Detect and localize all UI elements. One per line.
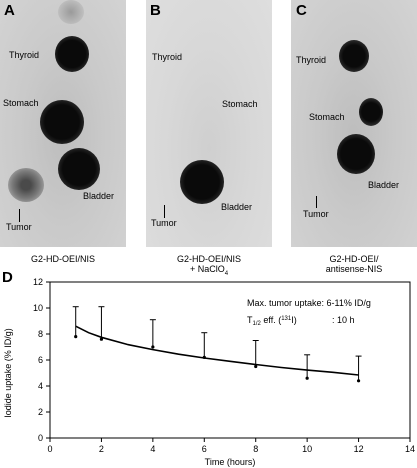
caption-b: G2-HD-OEI/NIS + NaClO4 (146, 254, 272, 277)
tumor-hotspot (8, 168, 44, 202)
x-tick-label: 10 (302, 444, 312, 454)
tumor-label: Tumor (6, 222, 32, 232)
caption-b-line2: + NaClO4 (189, 264, 229, 277)
isotope-superscript: 131 (281, 316, 292, 322)
data-point (74, 335, 78, 339)
data-point (356, 379, 361, 383)
bladder-hotspot (180, 160, 224, 204)
scan-panel-c (291, 0, 417, 247)
bladder-label: Bladder (221, 202, 253, 212)
annotation-max-uptake: Max. tumor uptake: 6-11% ID/g (247, 298, 371, 308)
y-axis-label: Iodide uptake (% ID/g) (3, 328, 13, 418)
y-tick-label: 8 (38, 329, 43, 339)
x-tick-label: 8 (253, 444, 258, 454)
thyroid-hotspot (339, 40, 369, 72)
panel-letter-a: A (4, 2, 15, 19)
y-tick-label: 4 (38, 381, 43, 391)
eff-text: eff. ( (261, 315, 281, 325)
data-point (254, 364, 258, 369)
scan-panel-a (0, 0, 126, 247)
chart-ticks: 0 2 4 6 8 10 12 14 0 2 4 6 8 10 12 (33, 277, 415, 454)
data-point (151, 345, 155, 349)
thyroid-label: Thyroid (296, 55, 327, 65)
y-tick-label: 10 (33, 303, 43, 313)
x-tick-label: 12 (354, 444, 364, 454)
x-tick-label: 6 (202, 444, 207, 454)
error-bars (72, 306, 362, 383)
bladder-label: Bladder (83, 191, 115, 201)
thyroid-hotspot (55, 36, 89, 72)
thyroid-label: Thyroid (9, 50, 40, 60)
data-point (99, 337, 104, 341)
tumor-pointer (316, 196, 317, 208)
caption-b-line1: G2-HD-OEI/NIS (176, 254, 241, 264)
stomach-label: Stomach (222, 99, 258, 109)
t-symbol: T (247, 315, 253, 325)
tumor-label: Tumor (151, 218, 177, 228)
x-tick-label: 4 (150, 444, 155, 454)
y-tick-label: 6 (38, 355, 43, 365)
x-tick-label: 0 (47, 444, 52, 454)
fit-curve (75, 325, 359, 376)
y-tick-label: 0 (38, 433, 43, 443)
stomach-label: Stomach (309, 112, 345, 122)
x-tick-label: 14 (405, 444, 415, 454)
thyroid-label: Thyroid (152, 52, 183, 62)
caption-c-line1: G2-HD-OEI/ (329, 254, 379, 264)
panel-letter-b: B (150, 2, 161, 19)
isotope-symbol: I) (291, 315, 297, 325)
tumor-pointer (19, 209, 20, 222)
caption-c-line2: antisense-NIS (325, 264, 383, 274)
caption-a: G2-HD-OEI/NIS (30, 254, 95, 264)
x-tick-label: 2 (99, 444, 104, 454)
caption-c: G2-HD-OEI/ antisense-NIS (291, 254, 417, 274)
y-tick-label: 2 (38, 407, 43, 417)
annotation-half-life: T1/2 eff. (131I) (247, 315, 297, 327)
tumor-pointer (164, 205, 165, 218)
t-subscript: 1/2 (253, 321, 262, 327)
stomach-hotspot (359, 98, 383, 126)
data-point (305, 376, 309, 380)
uptake-chart: D 0 2 4 6 8 10 12 14 0 2 4 6 8 10 12 Max. tumor uptake… (2, 269, 415, 467)
y-tick-label: 12 (33, 277, 43, 287)
stomach-hotspot (40, 100, 84, 144)
panel-letter-d: D (2, 269, 13, 286)
bladder-label: Bladder (368, 180, 400, 190)
bladder-hotspot (58, 148, 100, 190)
scan-panel-b (146, 0, 272, 247)
thyroid-glow (58, 0, 84, 24)
panel-letter-c: C (296, 2, 307, 19)
stomach-label: Stomach (3, 98, 39, 108)
x-axis-label: Time (hours) (205, 457, 256, 467)
bladder-hotspot (337, 134, 375, 174)
tumor-label: Tumor (303, 209, 329, 219)
annotation-half-life-value: : 10 h (332, 315, 355, 325)
